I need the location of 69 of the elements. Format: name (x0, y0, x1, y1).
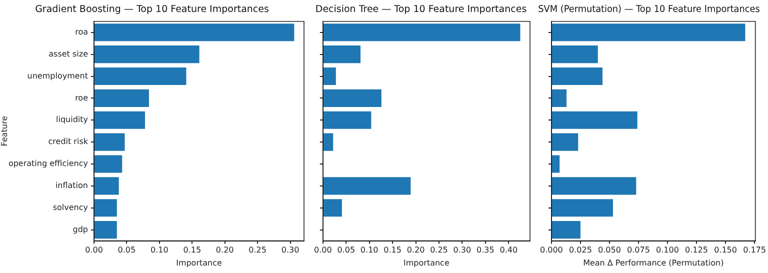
x-tick-label: 0.20 (406, 246, 425, 255)
y-axis-title: Feature (0, 116, 9, 146)
y-tick-label: credit risk (48, 137, 88, 146)
bar (323, 89, 382, 107)
x-tick-label: 0.10 (150, 246, 168, 255)
x-tick-label: 0.35 (476, 246, 494, 255)
x-tick-label: 0.30 (281, 246, 300, 255)
bar (94, 24, 294, 42)
bar (94, 89, 149, 107)
bar (552, 177, 636, 195)
x-axis-title: Mean Δ Performance (Permutation) (583, 258, 724, 268)
x-tick-label: 0.00 (85, 246, 103, 255)
bar (94, 177, 119, 195)
x-tick-label: 0.05 (337, 246, 356, 255)
bar (323, 67, 336, 86)
x-tick-label: 0.20 (216, 246, 234, 255)
x-tick-label: 0.25 (430, 246, 448, 255)
x-tick-label: 0.075 (627, 246, 650, 255)
x-tick-label: 0.15 (183, 246, 202, 255)
bar (94, 46, 200, 64)
x-tick-label: 0.025 (569, 246, 592, 255)
bar (552, 155, 560, 173)
bar (94, 155, 122, 173)
y-tick-label: roa (75, 27, 88, 36)
bar (323, 133, 334, 151)
x-tick-label: 0.00 (314, 246, 332, 255)
x-tick-label: 0.150 (714, 246, 737, 255)
bar (552, 24, 746, 42)
bar (94, 199, 117, 217)
y-tick-label: inflation (55, 181, 88, 190)
x-tick-label: 0.050 (598, 246, 621, 255)
bar (323, 177, 411, 195)
bar (323, 46, 361, 64)
x-tick-label: 0.05 (118, 246, 136, 255)
x-tick-label: 0.100 (656, 246, 679, 255)
x-tick-label: 0.175 (743, 246, 766, 255)
bar (552, 199, 613, 217)
bar (94, 111, 146, 129)
y-tick-label: asset size (48, 49, 88, 58)
bar (552, 46, 598, 64)
x-tick-label: 0.15 (384, 246, 402, 255)
bar (552, 133, 578, 151)
chart-title: SVM (Permutation) — Top 10 Feature Importances (538, 4, 760, 16)
bar (552, 67, 603, 86)
bar (94, 67, 186, 86)
y-tick-label: roe (75, 93, 88, 102)
bar (94, 133, 125, 151)
bar (552, 89, 567, 107)
x-axis-title: Importance (176, 258, 222, 268)
chart-title: Decision Tree — Top 10 Feature Importances (315, 4, 527, 16)
y-tick-label: liquidity (56, 115, 88, 124)
bar (552, 221, 580, 239)
bar (323, 24, 520, 42)
bar (552, 111, 638, 129)
bar (323, 111, 372, 129)
x-tick-label: 0.40 (500, 246, 518, 255)
chart-title: Gradient Boosting — Top 10 Feature Importances (35, 4, 269, 16)
bar (323, 199, 342, 217)
y-tick-label: solvency (52, 202, 88, 212)
x-tick-label: 0.125 (685, 246, 708, 255)
y-tick-label: operating efficiency (8, 159, 88, 168)
bar (94, 221, 117, 239)
x-tick-label: 0.10 (360, 246, 378, 255)
y-tick-label: unemployment (27, 71, 88, 80)
x-tick-label: 0.30 (453, 246, 472, 255)
x-axis-title: Importance (404, 258, 450, 268)
x-tick-label: 0.000 (540, 246, 563, 255)
x-tick-label: 0.25 (248, 246, 266, 255)
y-tick-label: gdp (72, 224, 88, 234)
